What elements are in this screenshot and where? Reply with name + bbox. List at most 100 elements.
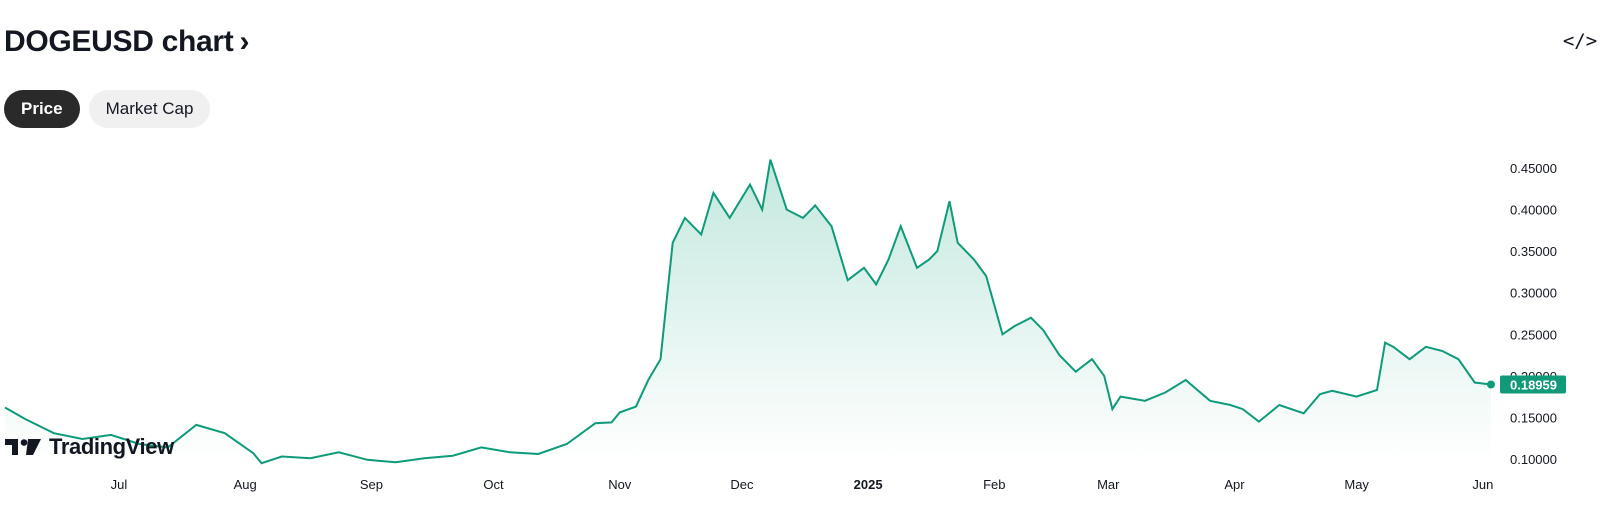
price-point xyxy=(786,209,788,211)
price-point xyxy=(672,242,674,244)
x-tick-label: May xyxy=(1344,477,1369,492)
price-point xyxy=(1409,358,1411,360)
price-point xyxy=(480,446,482,448)
price-point xyxy=(647,379,649,381)
price-point xyxy=(509,451,511,453)
x-tick-label: Mar xyxy=(1097,477,1120,492)
x-tick-label: Apr xyxy=(1224,477,1245,492)
price-point xyxy=(1091,358,1093,360)
price-point xyxy=(1075,371,1077,373)
last-price-dot xyxy=(1487,380,1495,389)
price-point xyxy=(395,461,397,463)
chart-title[interactable]: DOGEUSD chart › xyxy=(4,22,249,62)
x-tick-label: Sep xyxy=(360,477,383,492)
price-point xyxy=(1120,396,1122,398)
price-point xyxy=(1457,358,1459,360)
price-point xyxy=(814,204,816,206)
x-tick-label: Jul xyxy=(111,477,128,492)
x-axis: Jul Aug Sep Oct Nov Dec 2025 Feb Mar Apr May Jun xyxy=(111,477,1494,492)
tradingview-logo-icon xyxy=(5,439,41,455)
x-tick-label: 2025 xyxy=(854,477,883,492)
price-point xyxy=(4,407,6,409)
y-tick-label: 0.25000 xyxy=(1510,327,1557,342)
price-point xyxy=(900,225,902,227)
y-tick-label: 0.10000 xyxy=(1510,452,1557,467)
price-point xyxy=(875,283,877,285)
tab-price[interactable]: Price xyxy=(4,90,80,128)
price-point xyxy=(261,462,263,464)
price-point xyxy=(195,424,197,426)
price-point xyxy=(224,432,226,434)
price-point xyxy=(985,275,987,277)
y-tick-label: 0.45000 xyxy=(1510,161,1557,176)
price-point xyxy=(916,267,918,269)
tab-market-cap[interactable]: Market Cap xyxy=(88,90,211,128)
price-point xyxy=(1185,379,1187,381)
price-point xyxy=(566,443,568,445)
price-point xyxy=(936,250,938,252)
price-point xyxy=(1014,325,1016,327)
price-point xyxy=(1376,389,1378,391)
chart-tabs: Price Market Cap xyxy=(4,90,211,128)
price-point xyxy=(281,456,283,458)
y-tick-label: 0.30000 xyxy=(1510,286,1557,301)
price-point xyxy=(973,259,975,261)
price-point xyxy=(660,358,662,360)
y-axis: 0.100000.150000.200000.250000.300000.350… xyxy=(1510,161,1557,467)
x-tick-label: Oct xyxy=(483,477,504,492)
price-point xyxy=(1278,404,1280,406)
price-line xyxy=(4,159,1492,465)
price-point xyxy=(847,279,849,281)
price-point xyxy=(1425,346,1427,348)
price-point xyxy=(684,217,686,219)
price-point xyxy=(1164,392,1166,394)
x-tick-label: Nov xyxy=(608,477,632,492)
price-point xyxy=(1319,393,1321,395)
price-point xyxy=(957,242,959,244)
chevron-right-icon[interactable]: › xyxy=(239,25,250,58)
price-area-fill xyxy=(5,159,1491,464)
y-tick-label: 0.35000 xyxy=(1510,244,1557,259)
price-point xyxy=(1392,346,1394,348)
price-point xyxy=(888,259,890,261)
price-point xyxy=(1058,354,1060,356)
price-point xyxy=(1441,350,1443,352)
price-point xyxy=(1111,408,1113,410)
price-point xyxy=(309,457,311,459)
price-point xyxy=(423,457,425,459)
price-point xyxy=(1229,404,1231,406)
price-point xyxy=(831,225,833,227)
price-point xyxy=(802,217,804,219)
x-tick-label: Feb xyxy=(983,477,1005,492)
price-point xyxy=(452,455,454,457)
price-point xyxy=(1356,396,1358,398)
last-price-tag: 0.18959 xyxy=(1500,375,1566,394)
price-point xyxy=(1242,408,1244,410)
price-point xyxy=(863,267,865,269)
price-chart[interactable]: 0.100000.150000.200000.250000.300000.350… xyxy=(0,130,1600,502)
price-point xyxy=(366,459,368,461)
x-tick-label: Jun xyxy=(1472,477,1493,492)
last-price-label: 0.18959 xyxy=(1510,378,1557,393)
price-point xyxy=(635,406,637,408)
x-tick-label: Aug xyxy=(234,477,257,492)
price-point xyxy=(1144,400,1146,402)
tradingview-logo-text: TradingView xyxy=(49,434,174,459)
price-point xyxy=(1030,317,1032,319)
x-tick-label: Dec xyxy=(730,477,754,492)
price-point xyxy=(1258,421,1260,423)
price-point xyxy=(729,217,731,219)
price-point xyxy=(24,418,26,420)
price-point xyxy=(761,209,763,211)
price-point xyxy=(338,451,340,453)
price-point xyxy=(949,200,951,202)
tradingview-logo[interactable]: TradingView xyxy=(5,434,174,460)
price-point xyxy=(1209,400,1211,402)
price-point xyxy=(537,453,539,455)
price-point xyxy=(1331,390,1333,392)
chart-title-text[interactable]: DOGEUSD chart xyxy=(4,25,234,58)
y-tick-label: 0.40000 xyxy=(1510,203,1557,218)
price-point xyxy=(619,411,621,413)
price-point xyxy=(1002,333,1004,335)
embed-code-button[interactable]: </> xyxy=(1562,30,1598,52)
